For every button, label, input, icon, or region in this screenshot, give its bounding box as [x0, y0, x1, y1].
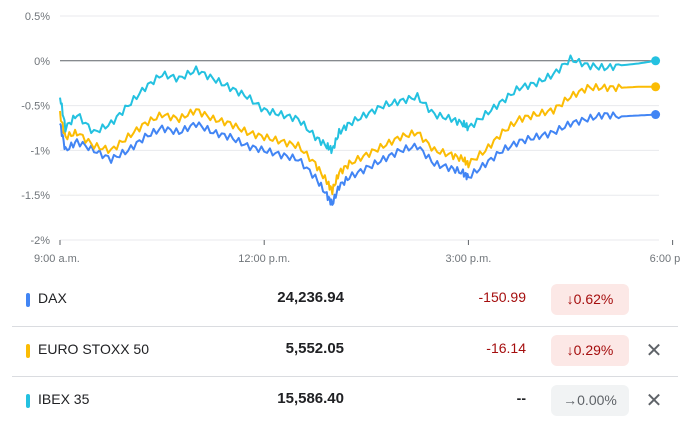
series-line-euro-stoxx-50 — [59, 83, 656, 196]
legend-swatch-ibex-35 — [26, 394, 30, 408]
close-icon[interactable]: ✕ — [645, 340, 663, 362]
x-tick-label: 6:00 p.m. — [650, 253, 681, 265]
index-price: 24,236.94 — [277, 289, 344, 306]
percent-change-badge: ↓0.29% — [551, 335, 629, 366]
percent-value: 0.00% — [577, 392, 617, 408]
x-tick-label: 12:00 p.m. — [238, 253, 290, 265]
arrow-right-icon: → — [563, 392, 578, 408]
y-tick-label: -0.5% — [21, 101, 50, 113]
x-tick-label: 3:00 p.m. — [445, 253, 491, 265]
x-axis-ticks: 9:00 a.m. 12:00 p.m. 3:00 p.m. 6:00 p.m. — [34, 240, 681, 265]
series-line-dax — [59, 111, 656, 206]
table-row-euro-stoxx-50[interactable]: EURO STOXX 50 5,552.05 -16.14 ↓0.29% ✕ — [12, 326, 678, 375]
percent-value: 0.29% — [573, 342, 614, 358]
legend-swatch-dax — [26, 293, 30, 307]
index-chart: 0.5% 0% -0.5% -1% -1.5% -2% 9:00 a.m. 12:00 p.… — [21, 11, 681, 265]
index-change: -150.99 — [478, 289, 526, 305]
x-tick-label: 9:00 a.m. — [34, 253, 80, 265]
index-name: DAX — [38, 290, 67, 306]
y-tick-label: 0.5% — [25, 11, 50, 23]
index-price: 5,552.05 — [285, 340, 344, 357]
y-tick-label: 0% — [34, 56, 50, 68]
series-endpoint-euro-stoxx-50 — [651, 82, 661, 92]
percent-change-badge: →0.00% — [551, 385, 629, 416]
legend-swatch-euro-stoxx-50 — [26, 344, 30, 358]
y-tick-label: -2% — [30, 235, 50, 247]
series-line-ibex-35 — [59, 54, 656, 155]
index-change: -- — [516, 390, 526, 406]
y-tick-label: -1% — [30, 145, 50, 157]
table-row-dax[interactable]: DAX 24,236.94 -150.99 ↓0.62% — [12, 276, 678, 324]
series-endpoint-dax — [651, 110, 661, 120]
table-row-ibex-35[interactable]: IBEX 35 15,586.40 -- →0.00% ✕ — [12, 376, 678, 425]
index-name: IBEX 35 — [38, 391, 90, 407]
close-icon[interactable]: ✕ — [645, 390, 663, 412]
percent-value: 0.62% — [573, 291, 614, 307]
chart-grid — [60, 15, 659, 241]
index-name: EURO STOXX 50 — [38, 341, 150, 357]
index-change: -16.14 — [486, 340, 526, 356]
series-endpoint-ibex-35 — [651, 56, 661, 66]
y-axis-ticks: 0.5% 0% -0.5% -1% -1.5% -2% — [21, 11, 50, 247]
y-tick-label: -1.5% — [21, 190, 50, 202]
index-price: 15,586.40 — [277, 390, 344, 407]
percent-change-badge: ↓0.62% — [551, 284, 629, 315]
series-lines — [59, 54, 661, 206]
arrow-down-icon: ↓ — [566, 342, 574, 358]
arrow-down-icon: ↓ — [566, 291, 574, 307]
